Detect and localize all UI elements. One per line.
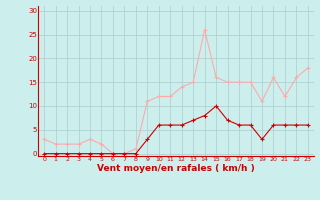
X-axis label: Vent moyen/en rafales ( km/h ): Vent moyen/en rafales ( km/h ) [97,164,255,173]
